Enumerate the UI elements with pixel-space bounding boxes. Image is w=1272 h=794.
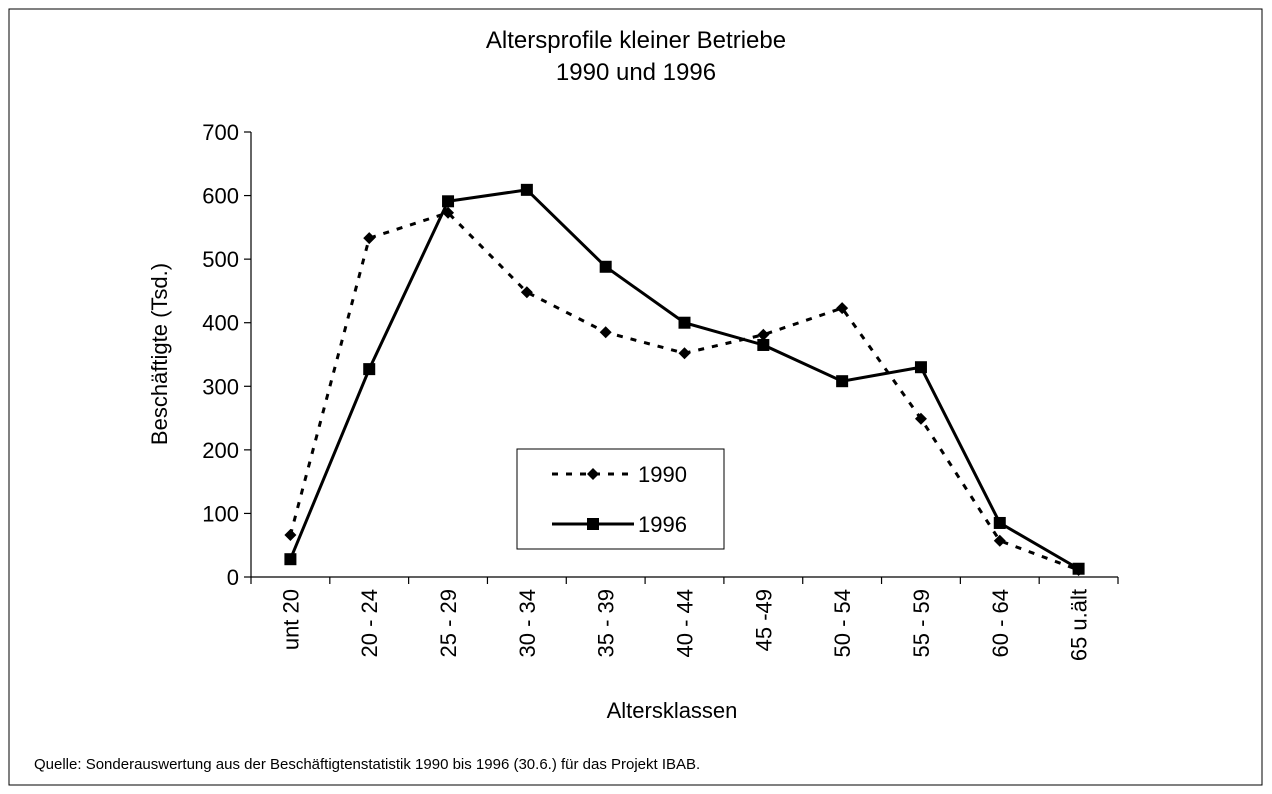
frame bbox=[8, 8, 1263, 786]
x-tick-label: 35 - 39 bbox=[594, 589, 619, 658]
x-tick-label: 50 - 54 bbox=[830, 589, 855, 658]
x-tick-label: unt 20 bbox=[278, 589, 303, 650]
data-point bbox=[363, 363, 376, 376]
data-point bbox=[284, 553, 297, 566]
y-tick-label: 500 bbox=[202, 247, 239, 272]
data-point bbox=[836, 375, 849, 388]
x-tick-label: 25 - 29 bbox=[436, 589, 461, 658]
y-tick-label: 300 bbox=[202, 374, 239, 399]
data-point bbox=[1072, 562, 1085, 575]
legend-marker bbox=[587, 518, 599, 530]
data-point bbox=[914, 412, 927, 425]
legend-box bbox=[516, 448, 725, 550]
data-point bbox=[914, 361, 927, 374]
data-point bbox=[599, 326, 612, 339]
data-point bbox=[442, 195, 455, 208]
chart-title: Altersprofile kleiner Betriebe bbox=[486, 27, 786, 54]
data-point bbox=[520, 286, 533, 299]
data-point bbox=[757, 338, 770, 351]
y-tick-label: 600 bbox=[202, 184, 239, 209]
x-tick-label: 20 - 24 bbox=[357, 589, 382, 658]
data-point bbox=[284, 529, 297, 542]
source-note: Quelle: Sonderauswertung aus der Beschäf… bbox=[34, 756, 700, 773]
y-tick-label: 100 bbox=[202, 501, 239, 526]
legend-marker bbox=[587, 468, 599, 480]
x-tick-label: 55 - 59 bbox=[909, 589, 934, 658]
data-point bbox=[993, 516, 1006, 529]
x-tick-label: 40 - 44 bbox=[673, 589, 698, 658]
data-point bbox=[678, 347, 691, 360]
data-point bbox=[520, 183, 533, 196]
data-point bbox=[363, 232, 376, 245]
legend-label: 1996 bbox=[638, 512, 687, 537]
x-tick-label: 65 u.ält bbox=[1067, 589, 1092, 661]
y-tick-label: 0 bbox=[227, 565, 239, 590]
data-point bbox=[599, 260, 612, 273]
data-point bbox=[993, 534, 1006, 547]
data-point bbox=[757, 328, 770, 341]
x-tick-label: 30 - 34 bbox=[515, 589, 540, 658]
y-tick-label: 400 bbox=[202, 311, 239, 336]
x-axis-label: Altersklassen bbox=[607, 698, 738, 723]
data-point bbox=[836, 302, 849, 315]
x-tick-label: 45 -49 bbox=[751, 589, 776, 651]
y-axis-label: Beschäftigte (Tsd.) bbox=[147, 263, 172, 445]
y-tick-label: 200 bbox=[202, 438, 239, 463]
x-tick-label: 60 - 64 bbox=[988, 589, 1013, 658]
y-tick-label: 700 bbox=[202, 120, 239, 145]
legend-label: 1990 bbox=[638, 462, 687, 487]
data-point bbox=[678, 316, 691, 329]
chart-subtitle: 1990 und 1996 bbox=[556, 59, 716, 86]
